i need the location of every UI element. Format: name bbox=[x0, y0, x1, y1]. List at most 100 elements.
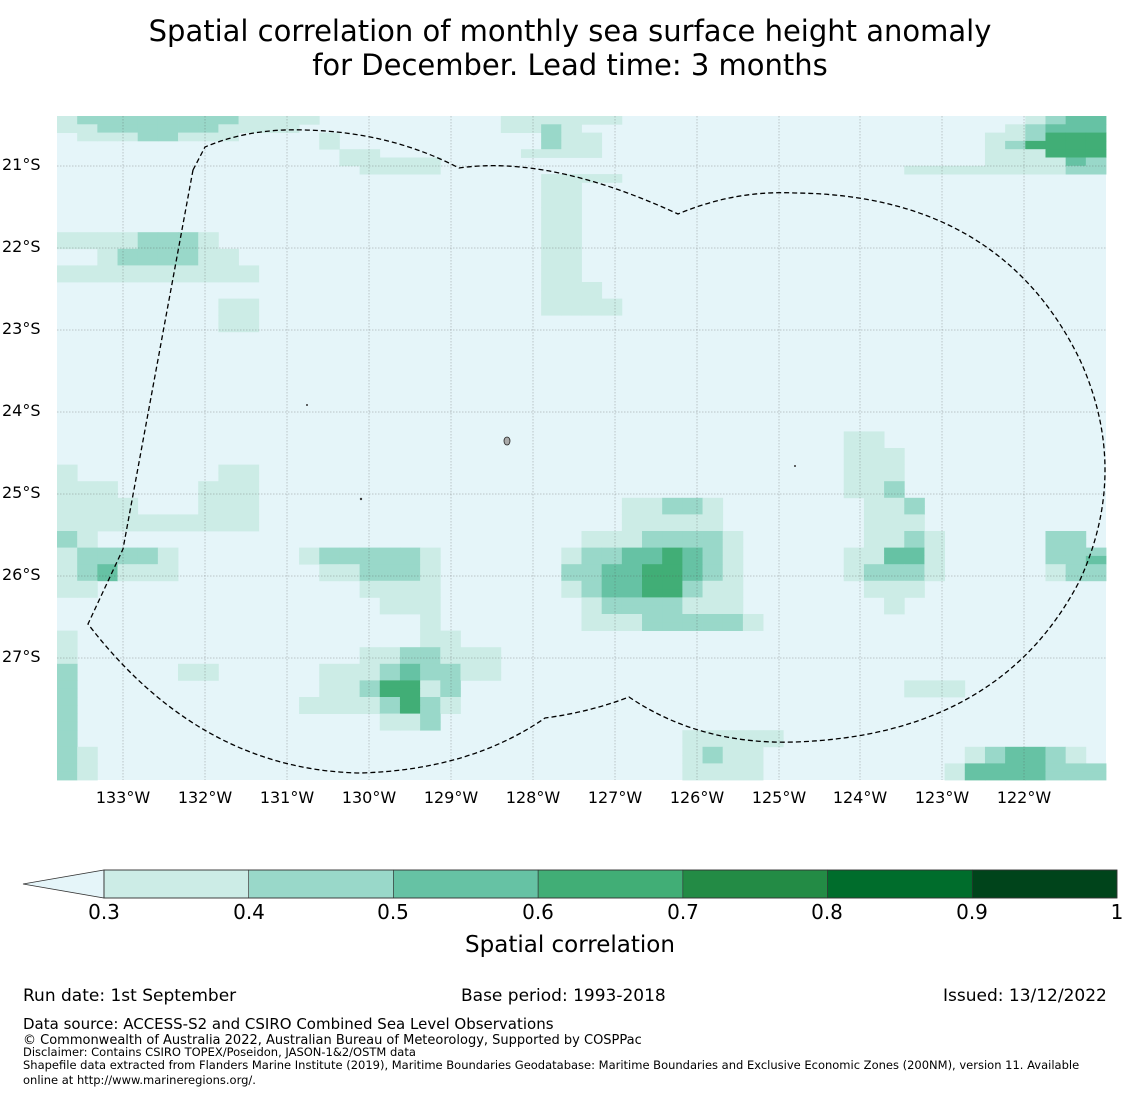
correlation-cell bbox=[581, 140, 603, 150]
colorbar-tick: 0.4 bbox=[233, 900, 265, 924]
correlation-cell bbox=[863, 472, 885, 482]
correlation-cell bbox=[924, 531, 946, 540]
correlation-cell bbox=[420, 165, 441, 175]
correlation-cell bbox=[440, 688, 461, 698]
correlation-cell bbox=[198, 497, 219, 507]
correlation-cell bbox=[682, 564, 703, 573]
correlation-cell bbox=[621, 497, 643, 507]
correlation-cell bbox=[359, 647, 381, 656]
correlation-cell bbox=[77, 481, 98, 490]
correlation-cell bbox=[218, 315, 239, 324]
correlation-cell bbox=[97, 248, 118, 258]
correlation-cell bbox=[399, 547, 421, 557]
correlation-cell bbox=[238, 306, 260, 316]
correlation-cell bbox=[884, 564, 905, 573]
correlation-cell bbox=[399, 564, 421, 573]
title-line-1: Spatial correlation of monthly sea surfa… bbox=[148, 14, 992, 48]
correlation-cell bbox=[662, 589, 683, 598]
correlation-cell bbox=[1025, 771, 1046, 781]
correlation-cell bbox=[642, 539, 663, 548]
correlation-cell bbox=[77, 522, 98, 532]
correlation-cell bbox=[157, 522, 179, 532]
colorbar-segment bbox=[393, 869, 539, 899]
correlation-cell bbox=[157, 257, 179, 266]
correlation-cell bbox=[682, 572, 703, 582]
correlation-cell bbox=[299, 705, 320, 714]
correlation-cell bbox=[1065, 157, 1087, 167]
correlation-cell bbox=[57, 589, 78, 598]
correlation-cell bbox=[178, 257, 199, 266]
correlation-cell bbox=[541, 306, 562, 316]
correlation-cell bbox=[884, 472, 905, 482]
correlation-cell bbox=[379, 713, 401, 723]
correlation-cell bbox=[57, 531, 78, 540]
correlation-cell bbox=[1005, 149, 1026, 158]
correlation-cell bbox=[904, 522, 925, 532]
correlation-cell bbox=[601, 531, 623, 540]
correlation-cell bbox=[359, 589, 381, 598]
correlation-cell bbox=[379, 721, 401, 731]
correlation-cell bbox=[379, 564, 401, 573]
correlation-cell bbox=[581, 580, 603, 590]
correlation-cell bbox=[904, 547, 925, 557]
correlation-cell bbox=[642, 564, 663, 573]
correlation-cell bbox=[964, 763, 986, 773]
graticule bbox=[57, 116, 1106, 780]
lon-label: 131°W bbox=[259, 788, 315, 807]
correlation-cell bbox=[238, 522, 260, 532]
correlation-cell bbox=[581, 174, 603, 183]
correlation-cell bbox=[904, 539, 925, 548]
correlation-cell bbox=[319, 555, 340, 565]
correlation-cell bbox=[420, 672, 441, 681]
correlation-cell bbox=[198, 506, 219, 515]
correlation-cell bbox=[157, 116, 179, 125]
correlation-cell bbox=[561, 215, 582, 225]
correlation-cell bbox=[440, 655, 461, 665]
correlation-cell bbox=[440, 630, 461, 640]
correlation-cell bbox=[561, 547, 582, 557]
correlation-cell bbox=[178, 663, 199, 673]
correlation-cell bbox=[57, 746, 78, 756]
correlation-cell bbox=[863, 439, 885, 449]
correlation-cell bbox=[662, 555, 683, 565]
correlation-cell bbox=[399, 655, 421, 665]
correlation-cell bbox=[702, 622, 724, 631]
colorbar-segment bbox=[103, 869, 250, 899]
correlation-cell bbox=[359, 547, 381, 557]
correlation-cell bbox=[1025, 149, 1046, 158]
correlation-cell bbox=[117, 257, 139, 266]
correlation-cell bbox=[621, 564, 643, 573]
correlation-cell bbox=[964, 746, 986, 756]
correlation-cell bbox=[863, 572, 885, 582]
correlation-cell bbox=[97, 497, 118, 507]
lon-label: 124°W bbox=[832, 788, 888, 807]
correlation-cell bbox=[157, 132, 179, 142]
correlation-cell bbox=[97, 124, 118, 133]
correlation-cell bbox=[722, 531, 744, 540]
correlation-cell bbox=[884, 589, 905, 598]
correlation-cell bbox=[1065, 132, 1087, 142]
correlation-cell bbox=[541, 207, 562, 216]
correlation-cell bbox=[561, 273, 582, 283]
correlation-cell bbox=[561, 282, 582, 291]
correlation-cell bbox=[984, 157, 1006, 167]
correlation-cell bbox=[621, 506, 643, 515]
lat-label: 24°S bbox=[2, 401, 41, 420]
correlation-cell bbox=[57, 738, 78, 748]
correlation-cell bbox=[319, 705, 340, 714]
correlation-cell bbox=[662, 497, 683, 507]
correlation-cell bbox=[319, 140, 340, 150]
correlation-cell bbox=[97, 265, 118, 275]
correlation-cell bbox=[379, 165, 401, 175]
correlation-cell bbox=[984, 771, 1006, 781]
correlation-cell bbox=[904, 572, 925, 582]
correlation-cell bbox=[682, 746, 703, 756]
correlation-cell bbox=[541, 116, 562, 125]
correlation-cell bbox=[420, 555, 441, 565]
correlation-cell bbox=[863, 531, 885, 540]
correlation-cell bbox=[924, 539, 946, 548]
correlation-cell bbox=[541, 273, 562, 283]
correlation-cell bbox=[884, 456, 905, 465]
correlation-cell bbox=[621, 514, 643, 524]
correlation-cell bbox=[57, 705, 78, 714]
